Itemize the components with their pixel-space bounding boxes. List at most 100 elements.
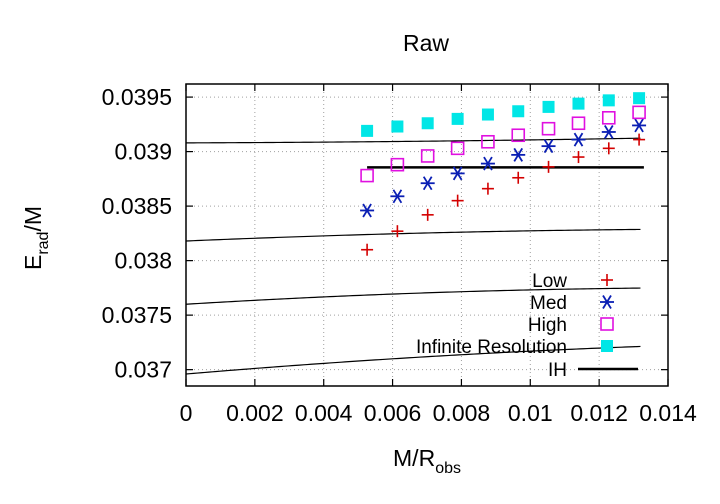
point-infinite-resolution <box>421 117 434 130</box>
point-high-box <box>420 149 435 163</box>
point-low <box>481 182 494 195</box>
x-tick-label: 0.014 <box>639 400 697 426</box>
point-med-d2 <box>452 166 463 181</box>
legend-marker-med-d2 <box>602 295 612 309</box>
x-tick-label: 0.004 <box>295 400 353 426</box>
point-infinite-resolution <box>361 124 374 137</box>
point-low <box>602 142 615 155</box>
x-tick-label: 0 <box>180 400 193 426</box>
y-tick-label: 0.038 <box>114 248 172 274</box>
point-med <box>571 132 586 147</box>
point-med <box>480 156 495 171</box>
point-med-d2 <box>483 156 493 171</box>
point-infinite-resolution <box>572 97 585 110</box>
point-med <box>632 118 647 133</box>
fit-curve <box>186 345 641 375</box>
legend-label-infinite-resolution: Infinite Resolution <box>416 337 567 358</box>
y-axis-label: Erad/M <box>20 206 52 270</box>
point-infinite-resolution-box <box>481 108 494 121</box>
legend-label-low: Low <box>532 271 567 292</box>
point-high-box <box>571 116 586 131</box>
point-high-box <box>360 168 374 183</box>
y-tick-label: 0.0385 <box>102 193 172 219</box>
point-med <box>360 203 375 218</box>
x-tick-label: 0.012 <box>570 400 628 426</box>
x-tick-label: 0.006 <box>364 400 422 426</box>
point-low <box>421 208 434 221</box>
point-infinite-resolution-box <box>391 120 404 133</box>
x-tick-label: 0.01 <box>508 400 553 426</box>
point-high-box <box>601 110 616 125</box>
point-infinite-resolution-box <box>572 97 585 110</box>
point-low <box>512 171 525 184</box>
point-high <box>420 149 435 163</box>
point-low <box>572 151 585 164</box>
axes: 0 0.002 0.004 0.006 0.008 0.01 0.012 0.014 0.037… <box>102 83 697 426</box>
point-infinite-resolution <box>451 112 464 125</box>
point-high-box <box>511 128 526 143</box>
point-infinite-resolution-box <box>512 105 525 118</box>
point-med <box>541 139 556 154</box>
y-tick-label: 0.0375 <box>102 302 172 328</box>
point-high <box>511 128 526 143</box>
point-low <box>633 133 646 146</box>
point-high-box <box>390 157 405 172</box>
point-med-d2 <box>362 203 372 218</box>
point-infinite-resolution <box>481 108 494 121</box>
point-med-d2 <box>513 147 524 162</box>
chart-title: Raw <box>403 30 449 56</box>
point-high <box>601 110 616 125</box>
point-infinite-resolution <box>512 105 525 118</box>
x-tick-label: 0.002 <box>226 400 284 426</box>
point-med-d2 <box>392 189 403 204</box>
point-infinite-resolution <box>542 100 555 113</box>
point-high <box>390 157 405 172</box>
point-high-box <box>541 121 556 136</box>
point-high <box>450 141 465 156</box>
point-high <box>571 116 586 131</box>
point-infinite-resolution-box <box>602 94 615 107</box>
fit-curve <box>186 228 641 242</box>
data-points <box>360 92 647 256</box>
legend-marker-high <box>600 317 614 331</box>
y-tick-label: 0.0395 <box>102 84 172 110</box>
point-med-d2 <box>422 176 433 191</box>
legend-marker-infinite-resolution-box <box>601 340 613 352</box>
point-high-box <box>450 141 465 156</box>
point-high-box <box>481 134 495 149</box>
plot-frame <box>185 83 669 387</box>
legend-marker-low <box>601 274 613 286</box>
point-med-d2 <box>634 118 644 133</box>
point-infinite-resolution <box>391 120 404 133</box>
point-infinite-resolution <box>602 94 615 107</box>
legend-label-high: High <box>528 315 567 336</box>
fit-curves <box>186 137 644 375</box>
point-infinite-resolution-box <box>421 117 434 130</box>
point-infinite-resolution-box <box>451 112 464 125</box>
x-tick-label: 0.008 <box>433 400 491 426</box>
point-high <box>481 134 495 149</box>
point-low <box>451 194 464 207</box>
point-med <box>390 189 405 204</box>
grid <box>186 84 668 386</box>
fit-curve <box>186 287 641 305</box>
point-low <box>542 160 555 173</box>
point-high <box>632 105 646 120</box>
point-high-box <box>632 105 646 120</box>
point-low <box>391 225 404 238</box>
point-med <box>420 176 435 191</box>
point-med <box>450 166 465 181</box>
legend-label-ih: IH <box>548 360 567 381</box>
point-infinite-resolution-box <box>542 100 555 113</box>
fit-curve <box>186 137 641 144</box>
point-low <box>361 243 374 256</box>
y-tick-label: 0.037 <box>114 357 172 383</box>
legend-marker-high-box <box>600 317 614 331</box>
point-med <box>601 124 616 139</box>
point-med <box>511 147 526 162</box>
legend-label-med: Med <box>530 293 567 314</box>
x-axis-label: M/Robs <box>393 445 461 477</box>
y-tick-label: 0.039 <box>114 139 172 165</box>
